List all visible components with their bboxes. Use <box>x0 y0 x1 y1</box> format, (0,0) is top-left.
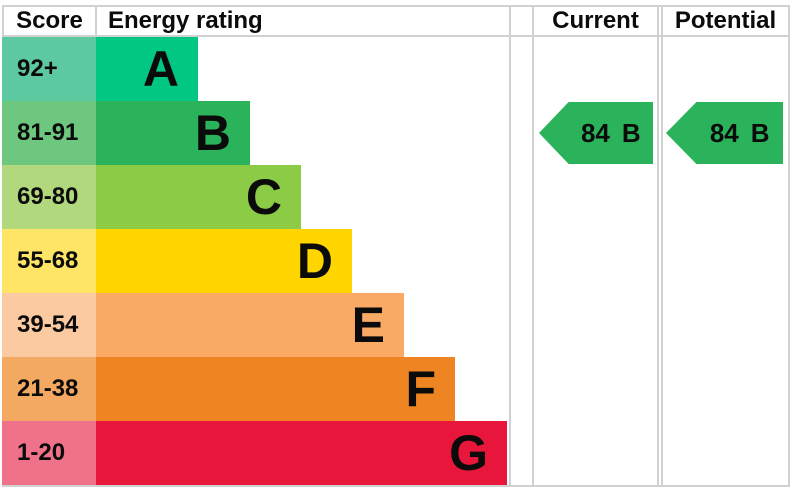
table-border-bottom <box>2 485 790 487</box>
rating-band-row: 39-54 E <box>2 293 509 357</box>
band-letter: G <box>449 425 488 481</box>
rating-band-row: 55-68 D <box>2 229 509 293</box>
current-rating-score: 84 <box>580 117 610 148</box>
band-score-cell: 21-38 <box>2 357 96 421</box>
band-score-range: 92+ <box>17 55 58 82</box>
band-bar: A <box>96 37 198 101</box>
potential-column-border-right <box>788 5 790 487</box>
band-score-range: 69-80 <box>17 183 79 210</box>
band-score-cell: 92+ <box>2 37 96 101</box>
header-divider-line <box>2 35 790 37</box>
band-bar: E <box>96 293 404 357</box>
potential-rating-label: 84 B <box>696 102 783 164</box>
current-column-header: Current <box>552 7 639 34</box>
band-bar: B <box>96 101 250 165</box>
current-rating-band: B <box>621 117 641 148</box>
potential-rating-band: B <box>750 117 770 148</box>
band-score-range: 39-54 <box>17 311 79 338</box>
band-letter: D <box>296 233 333 289</box>
band-letter: E <box>351 297 385 353</box>
band-letter: B <box>194 105 231 161</box>
potential-column-border-left <box>661 5 663 487</box>
current-rating-label: 84 B <box>569 102 653 164</box>
band-score-cell: 81-91 <box>2 101 96 165</box>
current-rating-arrow: 84 B <box>539 102 653 164</box>
energy-rating-column-header: Energy rating <box>108 7 263 34</box>
band-score-range: 55-68 <box>17 247 79 274</box>
band-bar: G <box>96 421 507 485</box>
table-border-top <box>2 5 790 7</box>
band-letter: C <box>245 169 282 225</box>
score-column-header: Score <box>16 7 83 34</box>
band-score-cell: 1-20 <box>2 421 96 485</box>
rating-band-row: 81-91 B <box>2 101 509 165</box>
current-column-border-left <box>532 5 534 487</box>
band-score-cell: 39-54 <box>2 293 96 357</box>
band-score-cell: 55-68 <box>2 229 96 293</box>
band-bar: D <box>96 229 352 293</box>
band-score-range: 21-38 <box>17 375 79 402</box>
band-letter: F <box>405 361 436 417</box>
band-bar: F <box>96 357 455 421</box>
potential-rating-arrow: 84 B <box>666 102 783 164</box>
rating-band-rows: 92+ A 81-91 B 69-80 C 55-68 D 39-54 E <box>2 37 509 485</box>
rating-band-row: 1-20 G <box>2 421 509 485</box>
rating-band-row: 92+ A <box>2 37 509 101</box>
potential-rating-score: 84 <box>709 117 739 148</box>
rating-band-row: 69-80 C <box>2 165 509 229</box>
energy-rating-column-border <box>509 5 511 487</box>
band-score-range: 81-91 <box>17 119 79 146</box>
band-letter: A <box>142 41 179 97</box>
rating-band-row: 21-38 F <box>2 357 509 421</box>
band-score-range: 1-20 <box>17 439 66 466</box>
potential-column-header: Potential <box>674 7 777 34</box>
score-column-divider <box>95 5 97 37</box>
current-column-border-right <box>657 5 659 487</box>
band-score-cell: 69-80 <box>2 165 96 229</box>
table-border-left <box>2 5 4 37</box>
band-bar: C <box>96 165 301 229</box>
